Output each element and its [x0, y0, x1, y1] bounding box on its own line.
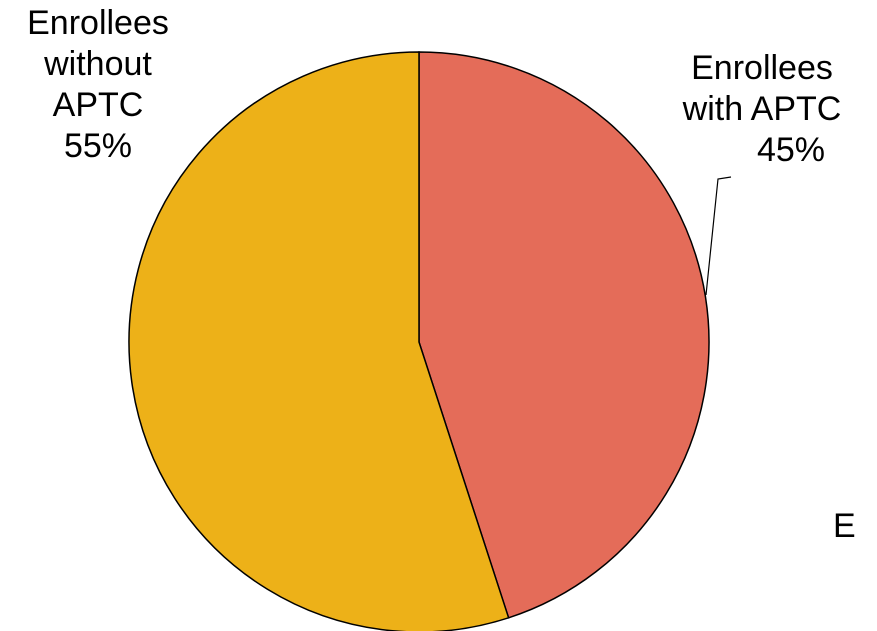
leader-line-with-aptc — [705, 176, 732, 296]
slice-label-with-line1: Enrollees — [691, 49, 833, 87]
slice-label-without-aptc: Enrollees without APTC 55% — [10, 3, 186, 167]
slice-percent-with-aptc: 45% — [756, 131, 826, 169]
slice-percent-without-aptc: 55% — [63, 127, 133, 165]
slice-label-without-line1: Enrollees — [27, 4, 169, 42]
slice-label-with-line2: with APTC — [682, 90, 842, 128]
slice-label-with-aptc: Enrollees with APTC 45% — [662, 48, 862, 171]
pie-slice-with-aptc — [418, 51, 710, 619]
pie-slice-without-aptc — [128, 51, 510, 631]
slice-label-without-line3: APTC — [52, 86, 144, 124]
clipped-label-fragment: E — [833, 507, 856, 545]
slice-label-without-line2: without — [44, 45, 152, 83]
